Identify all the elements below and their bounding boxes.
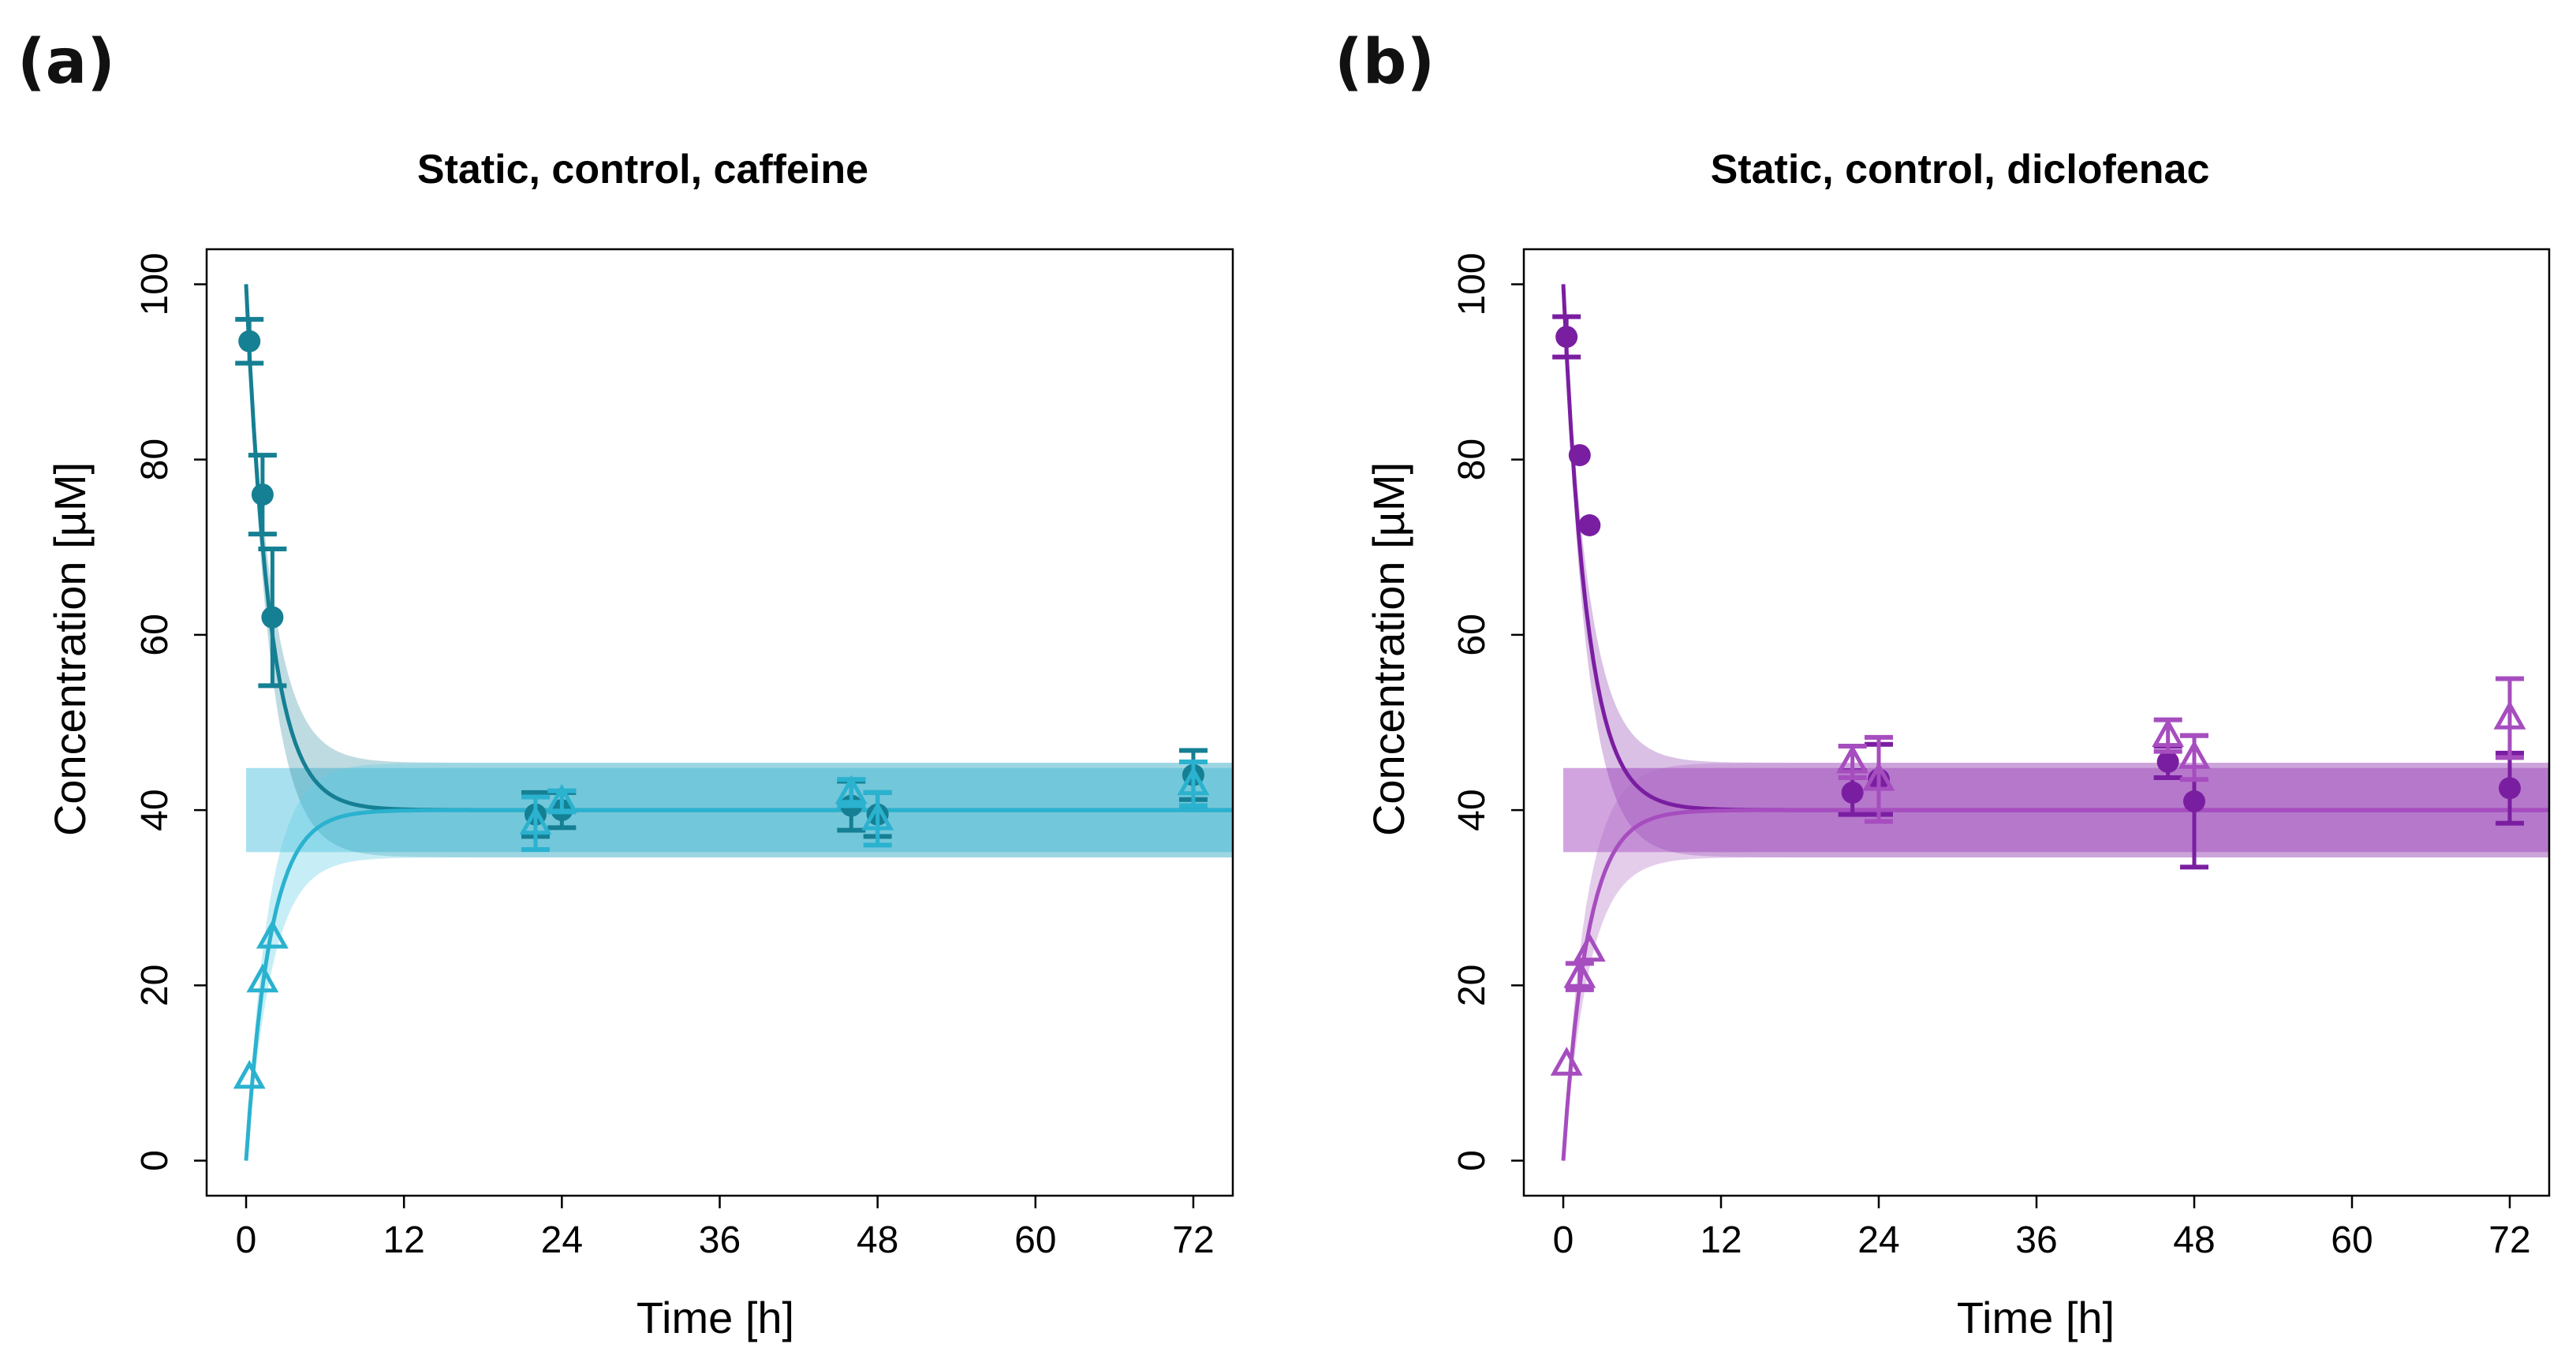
x-axis-label-a: Time [h] <box>637 1293 794 1342</box>
plot-area-b: 0 12 24 36 48 60 72 0 20 40 60 80 100 <box>1451 248 2551 1261</box>
data-point-circle <box>238 330 261 353</box>
data-point-triangle <box>233 1059 266 1089</box>
model-curve-decay <box>1561 284 2549 812</box>
data-point-circle <box>2499 777 2521 800</box>
y-tick-label: 100 <box>134 252 176 315</box>
x-tick-label: 72 <box>1172 1219 1214 1261</box>
y-tick-label: 80 <box>1451 439 1493 480</box>
data-point-triangle <box>834 775 868 804</box>
data-point-triangle <box>1177 766 1210 796</box>
data-point-triangle <box>256 920 289 949</box>
uncertainty-band-rise <box>246 763 1233 1167</box>
x-tick-label: 24 <box>541 1219 583 1261</box>
model-curve-rise <box>244 808 1233 1161</box>
data-point-triangle <box>1550 1047 1583 1076</box>
data-point-triangle <box>1836 744 1869 774</box>
uncertainty-band-rise <box>1563 763 2549 1167</box>
plot-area-a: 0 12 24 36 48 60 72 0 20 40 60 80 100 <box>134 248 1234 1261</box>
y-tick-label: 60 <box>1451 614 1493 655</box>
data-point-triangle <box>1862 762 1895 791</box>
y-tick-label: 100 <box>1451 252 1493 315</box>
x-tick-label: 36 <box>2015 1219 2057 1261</box>
data-point-triangle <box>246 963 279 993</box>
y-tick-label: 60 <box>134 614 176 655</box>
data-point-triangle <box>519 805 552 835</box>
x-tick-label: 24 <box>1857 1219 1899 1261</box>
data-point-triangle <box>1573 932 1606 962</box>
chart-title-b: Static, control, diclofenac <box>1711 147 2210 192</box>
data-point-triangle <box>2152 718 2185 748</box>
chart-title-a: Static, control, caffeine <box>417 147 868 192</box>
data-point-triangle <box>2493 700 2526 730</box>
data-point-circle <box>1555 326 1578 349</box>
x-tick-label: 48 <box>857 1219 898 1261</box>
y-tick-label: 40 <box>134 789 176 831</box>
data-point-circle <box>1578 514 1601 536</box>
x-tick-label: 0 <box>236 1219 257 1261</box>
x-tick-label: 60 <box>2331 1219 2373 1261</box>
y-axis-label-b: Concentration [µM] <box>1364 462 1413 836</box>
plot-frame <box>1522 248 2551 1197</box>
x-tick-label: 36 <box>699 1219 741 1261</box>
data-point-circle <box>251 483 274 506</box>
y-tick-label: 20 <box>1451 965 1493 1006</box>
data-point-circle <box>2183 790 2205 812</box>
data-point-circle <box>261 606 284 629</box>
data-point-circle <box>1841 781 1864 804</box>
data-point-triangle <box>545 783 578 813</box>
panel-label-b: (b) <box>1335 27 1435 98</box>
y-tick-label: 0 <box>1451 1150 1493 1171</box>
x-axis-label-b: Time [h] <box>1957 1293 2115 1342</box>
model-curve-rise <box>1561 808 2549 1161</box>
y-tick-label: 40 <box>1451 789 1493 831</box>
x-tick-label: 12 <box>383 1219 424 1261</box>
x-tick-label: 0 <box>1553 1219 1574 1261</box>
x-tick-label: 60 <box>1014 1219 1056 1261</box>
x-tick-label: 12 <box>1700 1219 1742 1261</box>
x-tick-label: 72 <box>2488 1219 2530 1261</box>
y-tick-label: 80 <box>134 439 176 480</box>
y-axis-label-a: Concentration [µM] <box>45 462 95 836</box>
x-tick-label: 48 <box>2173 1219 2215 1261</box>
y-tick-label: 20 <box>134 965 176 1006</box>
plot-frame <box>205 248 1234 1197</box>
data-point-circle <box>2156 751 2179 773</box>
data-point-triangle <box>861 801 894 831</box>
data-point-triangle <box>1563 959 1596 988</box>
y-tick-label: 0 <box>134 1150 176 1171</box>
model-curve-decay <box>244 284 1233 812</box>
panel-label-a: (a) <box>17 27 115 98</box>
data-point-circle <box>1568 444 1591 467</box>
data-point-triangle <box>2178 740 2211 769</box>
